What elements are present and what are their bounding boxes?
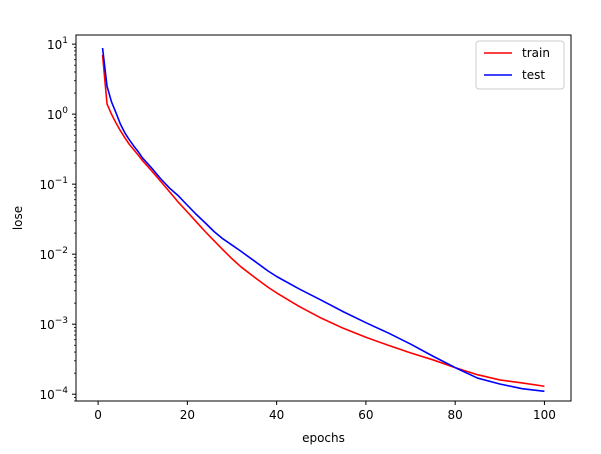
y-tick-label: 10−3 [39, 316, 68, 332]
y-tick-label: 101 [47, 36, 68, 52]
legend: train test [475, 40, 565, 90]
x-tick-label: 60 [358, 408, 373, 422]
y-tick-label: 100 [47, 106, 68, 122]
legend-label-test: test [522, 68, 545, 82]
y-axis-label: lose [11, 206, 25, 230]
y-tick-label: 10−2 [39, 246, 68, 262]
plot-series [101, 47, 545, 393]
x-tick-label: 0 [94, 408, 102, 422]
y-axis: 10−4 10−3 10−2 10−1 100 101 [39, 36, 76, 402]
y-tick-label: 10−1 [39, 176, 68, 192]
legend-box [475, 40, 565, 90]
plot-frame [75, 34, 572, 402]
x-axis: 0 20 40 60 80 100 [94, 401, 556, 422]
x-tick-label: 20 [180, 408, 195, 422]
x-axis-label: epochs [302, 431, 345, 445]
series-line-train [101, 54, 545, 388]
x-tick-label: 40 [269, 408, 284, 422]
x-tick-label: 100 [533, 408, 556, 422]
x-tick-label: 80 [448, 408, 463, 422]
y-tick-label: 10−4 [39, 386, 68, 402]
series-line-test [101, 47, 545, 393]
legend-label-train: train [522, 46, 550, 60]
